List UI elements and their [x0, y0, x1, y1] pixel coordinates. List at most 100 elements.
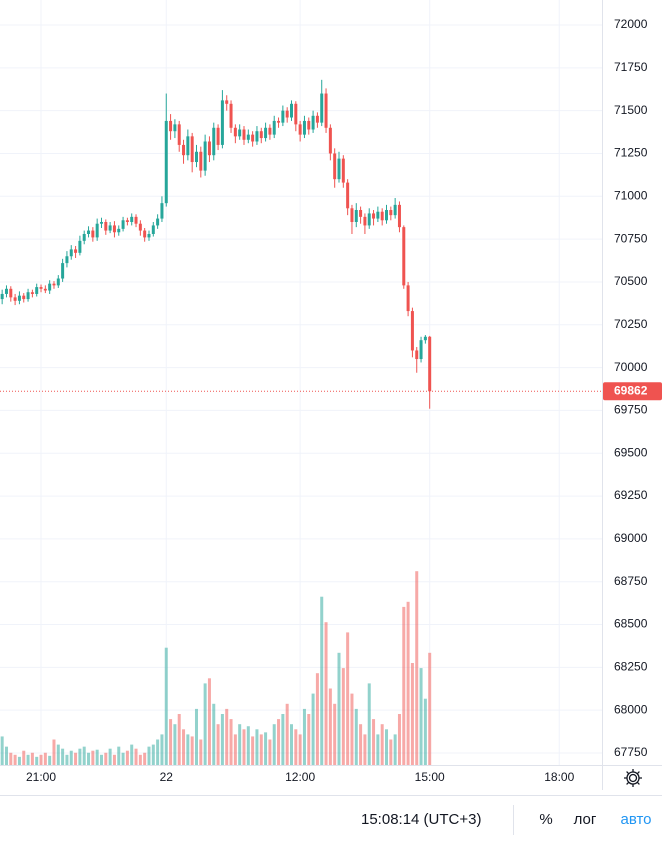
gear-teeth [624, 769, 642, 787]
volume-bar [65, 754, 69, 765]
volume-bar [182, 729, 186, 765]
volume-bar [4, 746, 8, 765]
volume-bar [376, 734, 380, 765]
volume-bar [315, 673, 319, 765]
volume-bar [415, 571, 419, 765]
candle-body [203, 141, 207, 171]
volume-bar [160, 734, 164, 765]
y-tick-label: 68250 [614, 660, 648, 674]
candle-body [194, 151, 198, 163]
volume-bar [402, 606, 406, 765]
volume-bar [169, 719, 173, 765]
volume-bar [95, 749, 99, 765]
volume-bar [229, 719, 233, 765]
candle-body [259, 131, 263, 139]
volume-bar [17, 756, 21, 765]
candle-body [125, 220, 129, 222]
volume-bar [26, 754, 30, 765]
candle-body [65, 256, 69, 264]
candle-body [147, 233, 151, 238]
candle-body [143, 230, 147, 238]
volume-bar [363, 734, 367, 765]
volume-bar [199, 739, 203, 765]
volume-bar [324, 622, 328, 765]
volume-bar [238, 724, 242, 765]
volume-bar [48, 755, 52, 765]
volume-bar [393, 734, 397, 765]
candle-body [376, 211, 380, 219]
volume-bar [410, 663, 414, 765]
volume-bar [91, 750, 95, 765]
x-tick-label: 12:00 [285, 770, 315, 784]
candle-body [130, 216, 134, 222]
candle-body [134, 216, 138, 224]
volume-bar [164, 647, 168, 765]
candle-body [0, 293, 4, 300]
percent-button[interactable]: % [539, 811, 552, 828]
candle-body [108, 225, 112, 231]
volume-bar [190, 736, 194, 765]
volume-bar [320, 596, 324, 765]
candle-body [112, 225, 116, 233]
candle-body [307, 120, 311, 130]
volume-bar [108, 748, 112, 765]
volume-bar [125, 750, 129, 765]
candle-body [69, 249, 73, 257]
volume-bar [311, 693, 315, 765]
candle-body [78, 240, 82, 253]
volume-bar [354, 708, 358, 765]
candle-body [281, 110, 285, 123]
candle-body [56, 278, 60, 286]
y-tick-label: 71250 [614, 146, 648, 160]
candle-body [354, 210, 358, 222]
candle-body [17, 295, 21, 301]
candle-body [264, 127, 268, 139]
auto-button[interactable]: авто [620, 811, 651, 828]
volume-bar [112, 754, 116, 765]
candle-body [328, 127, 332, 154]
candle-body [341, 158, 345, 183]
candle-body [389, 210, 393, 216]
candle-body [52, 283, 56, 286]
volume-bar [423, 698, 427, 765]
candle-body [277, 120, 281, 123]
candle-body [272, 120, 276, 135]
candle-body [315, 115, 319, 123]
volume-bar [43, 752, 47, 765]
volume-bar [30, 752, 34, 765]
volume-bar [277, 719, 281, 765]
volume-bar [350, 693, 354, 765]
candle-body [423, 336, 427, 341]
volume-bar [397, 714, 401, 765]
candle-body [91, 230, 95, 238]
y-tick-label: 69000 [614, 531, 648, 545]
candle-body [350, 208, 354, 222]
volume-bar [225, 708, 229, 765]
candle-body [199, 151, 203, 171]
settings-icon[interactable] [624, 769, 642, 787]
log-button[interactable]: лог [574, 811, 597, 828]
volume-bar [203, 683, 207, 765]
volume-bar [389, 739, 393, 765]
candle-body [285, 110, 289, 118]
candle-body [207, 141, 211, 156]
y-tick-label: 71500 [614, 103, 648, 117]
volume-bar [104, 752, 108, 765]
volume-bar [212, 703, 216, 765]
y-tick-label: 71000 [614, 188, 648, 202]
volume-bar [255, 729, 259, 765]
candle-body [367, 213, 371, 226]
volume-bar [328, 688, 332, 765]
candle-body [346, 182, 350, 209]
volume-bar [156, 739, 160, 765]
y-tick-label: 70750 [614, 231, 648, 245]
volume-bar [143, 752, 147, 765]
candle-body [229, 103, 233, 128]
candle-body [160, 203, 164, 219]
volume-bar [194, 708, 198, 765]
y-tick-label: 70250 [614, 317, 648, 331]
candle-body [164, 120, 168, 204]
x-tick-label: 18:00 [544, 770, 574, 784]
candle-body [121, 220, 125, 229]
candle-body [22, 295, 26, 300]
